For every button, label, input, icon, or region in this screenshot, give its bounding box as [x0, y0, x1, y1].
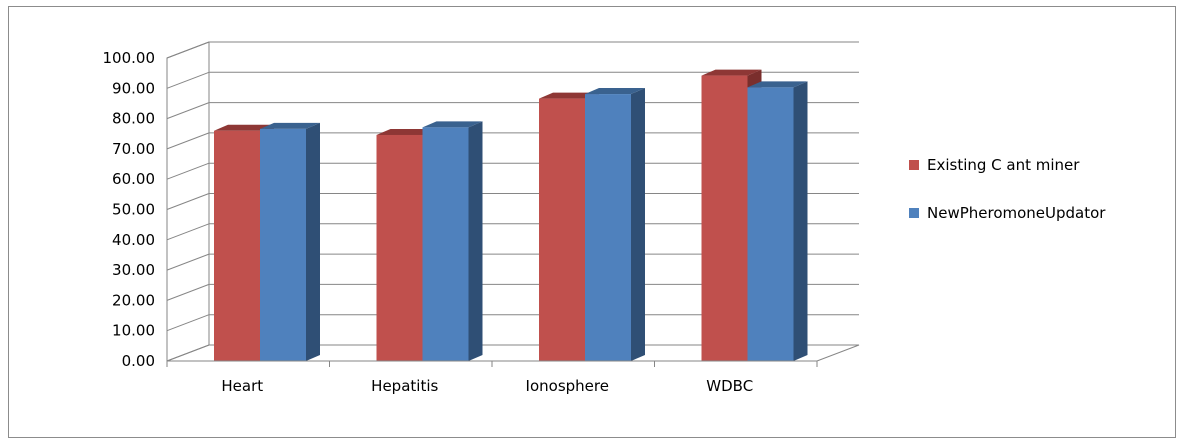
gridline-depth	[166, 41, 210, 59]
legend-label: Existing C ant miner	[927, 156, 1080, 174]
gridline-depth	[166, 283, 210, 301]
legend-item: NewPheromoneUpdator	[909, 203, 1105, 223]
y-tick-label: 100.00	[103, 49, 156, 67]
bar-side	[631, 88, 645, 361]
category-label: Hepatitis	[371, 377, 438, 395]
bar-top	[422, 121, 483, 128]
gridline-depth	[166, 253, 210, 271]
bar-front	[260, 128, 306, 361]
legend-item: Existing C ant miner	[909, 155, 1105, 175]
category-label: WDBC	[706, 377, 753, 395]
bar-front	[747, 87, 794, 362]
bar-top	[260, 122, 320, 129]
y-tick-label: 10.00	[112, 322, 155, 340]
bar	[422, 121, 483, 362]
y-tick-label: 40.00	[112, 231, 155, 249]
bar-front	[539, 98, 585, 362]
legend-swatch	[909, 208, 919, 218]
bar-front	[214, 130, 260, 361]
bar	[585, 88, 645, 361]
category-label: Ionosphere	[526, 377, 609, 395]
y-tick-label: 30.00	[112, 261, 155, 279]
bar-top	[701, 69, 762, 76]
bar-front	[701, 75, 748, 361]
gridline-depth	[166, 102, 210, 120]
gridline-depth	[166, 223, 210, 241]
legend-label: NewPheromoneUpdator	[927, 204, 1106, 222]
y-tick-label: 20.00	[112, 291, 155, 309]
bar	[260, 122, 320, 361]
bar-top	[376, 128, 437, 135]
legend: Existing C ant miner NewPheromoneUpdator	[909, 155, 1105, 251]
bar-side	[793, 81, 808, 362]
bar	[747, 81, 808, 362]
y-tick-label: 50.00	[112, 201, 155, 219]
bar-top	[214, 124, 274, 131]
y-tick-label: 70.00	[112, 140, 155, 158]
bar-side	[306, 122, 320, 361]
chart-frame: 0.00 10.00 20.00 30.00 40.00 50.00 60.00 70.00 8…	[8, 6, 1176, 438]
bar-front	[422, 127, 469, 362]
gridline-depth	[166, 314, 210, 332]
bar-front	[585, 94, 631, 361]
bar-front	[376, 134, 423, 361]
legend-swatch	[909, 160, 919, 170]
category-label: Heart	[221, 377, 263, 395]
gridline-depth	[166, 132, 210, 150]
y-tick-label: 80.00	[112, 110, 155, 128]
gridline-depth	[166, 344, 210, 362]
bar-top	[585, 88, 645, 95]
y-tick-label: 0.00	[122, 352, 155, 370]
bar-top	[539, 92, 599, 99]
gridline-depth	[166, 162, 210, 180]
gridline-depth	[166, 71, 210, 89]
y-tick-labels: 0.00 10.00 20.00 30.00 40.00 50.00 60.00 70.00 8…	[103, 49, 156, 370]
bar-chart: 0.00 10.00 20.00 30.00 40.00 50.00 60.00 70.00 8…	[103, 41, 860, 395]
y-tick-label: 90.00	[112, 79, 155, 97]
y-tick-label: 60.00	[112, 170, 155, 188]
bar-top	[747, 81, 808, 88]
category-labels: Heart Hepatitis Ionosphere WDBC	[166, 360, 818, 395]
bars	[214, 69, 808, 362]
gridline-depth	[166, 193, 210, 210]
bar-side	[468, 121, 483, 362]
